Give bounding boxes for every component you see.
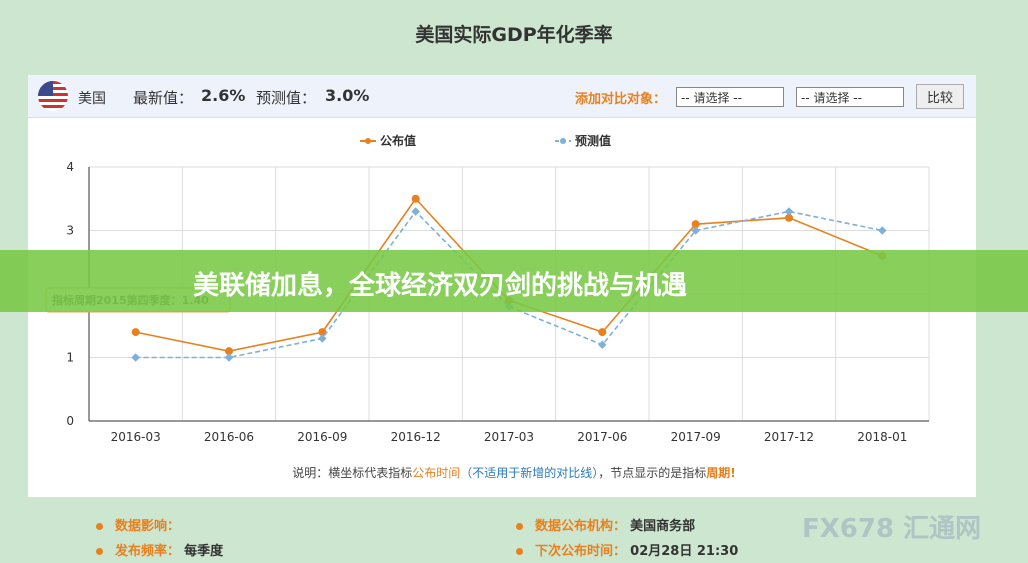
country: 美国 (78, 91, 106, 107)
compare-label: 添加对比对象： (575, 92, 667, 107)
point (878, 226, 887, 235)
note-text: ，节点显示的是指标 (598, 466, 707, 480)
x-tick-label: 2016-09 (297, 430, 347, 444)
point (224, 353, 234, 362)
forecast-value: 3.0% (325, 86, 370, 105)
info-row: 下次公布时间： 02月28日 21:30 (516, 540, 738, 559)
point (598, 328, 607, 337)
legend-label: 预测值 (575, 133, 611, 148)
y-tick-label: 3 (66, 224, 74, 238)
compare-button[interactable]: 比较 (916, 84, 965, 109)
note: 说明：横坐标代表指标公布时间（不适用于新增的对比线），节点显示的是指标周期! (0, 464, 1028, 481)
point (598, 340, 607, 350)
x-tick-label: 2017-06 (577, 430, 627, 444)
header: 美国 最新值： 2.6% 预测值： 3.0% 添加对比对象： -- 请选择 --… (28, 75, 976, 118)
select[interactable]: -- 请选择 -- (676, 87, 784, 107)
legend-dot (560, 138, 566, 144)
point (131, 353, 140, 362)
info-value: 美国商务部 (630, 519, 696, 534)
x-tick-label: 2016-03 (111, 430, 161, 444)
x-tick-label: 2016-12 (391, 430, 441, 444)
banner-text: 美联储加息，全球经济双刃剑的挑战与机遇 (193, 271, 688, 301)
x-tick-label: 2017-12 (764, 430, 814, 444)
point (225, 347, 233, 356)
note-text: 说明：横坐标代表指标 (292, 466, 413, 480)
point (691, 220, 700, 229)
point (131, 328, 140, 337)
info-row: 发布频率： 每季度 (96, 540, 223, 559)
y-tick-label: 0 (66, 414, 74, 428)
info-value: 每季度 (184, 544, 224, 559)
note-text: （不适用于新增的对比线） (460, 466, 599, 480)
x-tick-label: 2017-03 (484, 430, 534, 444)
info-label: 数据影响： (115, 519, 181, 534)
info-row: 数据公布机构： 美国商务部 (516, 515, 695, 534)
info-label: 数据公布机构： (535, 519, 627, 534)
legend-label: 公布值 (380, 133, 416, 148)
point (318, 334, 327, 343)
forecast-label: 预测值： (256, 89, 317, 107)
latest-label: 最新值： (133, 89, 194, 107)
note-text: 周期! (706, 466, 736, 480)
x-tick-label: 2016-06 (204, 430, 254, 444)
point (784, 207, 794, 216)
x-tick-label: 2018-01 (857, 430, 907, 444)
banner (0, 250, 1028, 312)
point (318, 328, 327, 337)
info-label: 发布频率： (115, 544, 181, 559)
watermark: FX678 汇通网 (802, 514, 982, 544)
legend-dot (365, 138, 371, 144)
point (411, 194, 420, 203)
info-value: 02月28日 21:30 (630, 544, 739, 559)
select[interactable]: -- 请选择 -- (796, 87, 904, 107)
latest-value: 2.6% (201, 86, 246, 105)
flag (38, 81, 68, 111)
point (411, 207, 420, 216)
info-row: 数据影响： (96, 515, 180, 534)
y-tick-label: 4 (66, 160, 74, 174)
x-tick-label: 2017-09 (671, 430, 721, 444)
note-text: 公布时间 (412, 466, 461, 480)
info-label: 下次公布时间： (535, 544, 627, 559)
y-tick-label: 1 (66, 351, 74, 365)
point (785, 213, 793, 222)
page-title: 美国实际GDP年化季率 (415, 24, 613, 46)
